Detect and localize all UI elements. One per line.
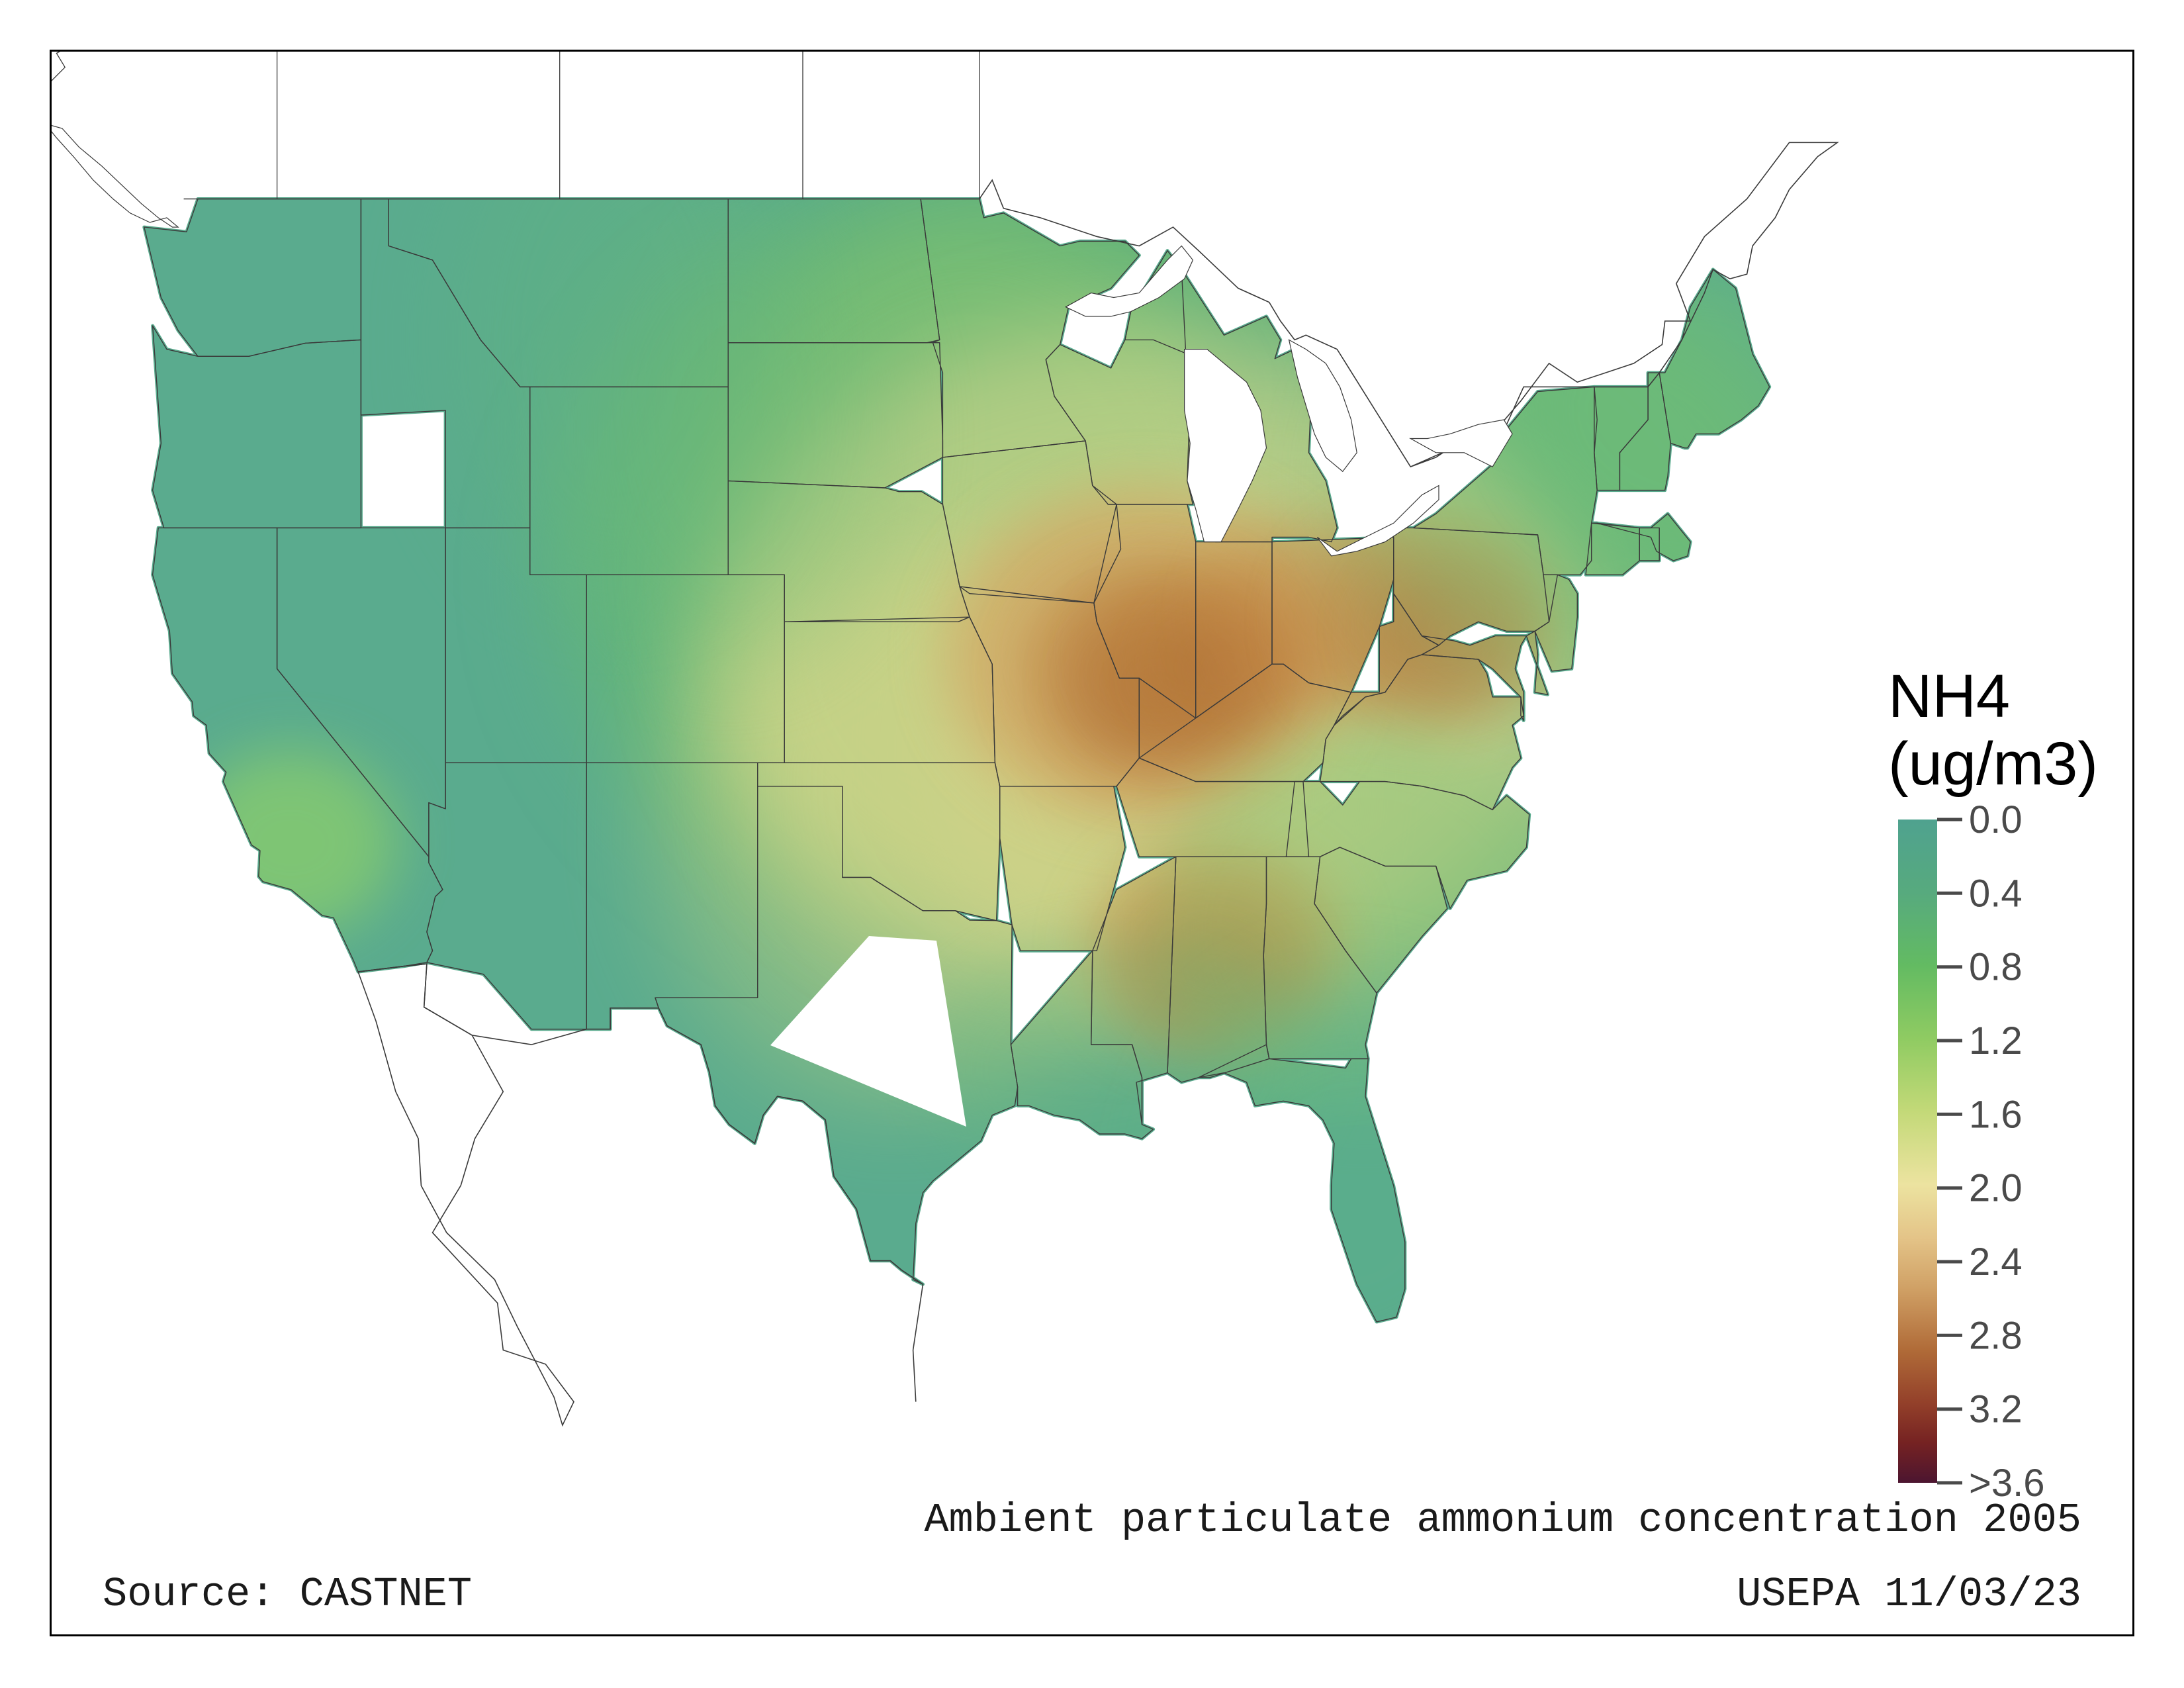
svg-text:1.2: 1.2 — [1969, 1019, 2023, 1062]
svg-text:USEPA 11/03/23: USEPA 11/03/23 — [1737, 1571, 2081, 1618]
svg-text:Ambient particulate ammonium c: Ambient particulate ammonium concentrati… — [924, 1497, 2081, 1544]
svg-text:(ug/m3): (ug/m3) — [1888, 730, 2098, 798]
svg-text:Source: CASTNET: Source: CASTNET — [103, 1571, 472, 1618]
svg-text:0.8: 0.8 — [1969, 946, 2023, 989]
svg-text:2.4: 2.4 — [1969, 1241, 2023, 1284]
svg-text:3.2: 3.2 — [1969, 1388, 2023, 1431]
svg-text:1.6: 1.6 — [1969, 1093, 2023, 1136]
svg-text:NH4: NH4 — [1888, 663, 2010, 730]
svg-text:2.0: 2.0 — [1969, 1167, 2023, 1210]
svg-text:2.8: 2.8 — [1969, 1314, 2023, 1357]
svg-text:0.4: 0.4 — [1969, 872, 2023, 915]
svg-text:0.0: 0.0 — [1969, 798, 2023, 841]
